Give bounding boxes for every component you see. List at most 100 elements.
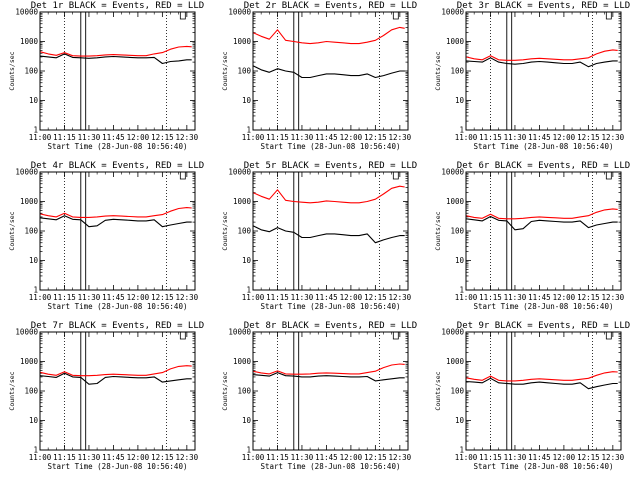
- panel-9: Det 9r BLACK = Events, RED = LLD 1 10 100 10…: [434, 321, 630, 471]
- x-tick-label: 12:15: [151, 133, 174, 142]
- y-tick-label: 10: [242, 96, 252, 105]
- y-axis-label: Counts/sec: [434, 51, 442, 90]
- y-tick-label: 100: [450, 67, 464, 76]
- series-lld-line: [252, 363, 405, 375]
- panel-6: Det 6r BLACK = Events, RED = LLD 1 10 100 10…: [434, 161, 630, 311]
- panel-title: Det 3r BLACK = Events, RED = LLD: [457, 1, 630, 11]
- marker-slab: [506, 331, 513, 451]
- plot-frame: [252, 171, 409, 291]
- panel-3: Det 3r BLACK = Events, RED = LLD 1 10 100 10…: [434, 1, 630, 151]
- x-tick-label: 11:30: [78, 453, 101, 462]
- y-axis-label: Counts/sec: [8, 51, 16, 90]
- x-tick-label: 12:15: [577, 133, 600, 142]
- y-axis-label: Counts/sec: [221, 211, 229, 250]
- x-tick-label: 12:15: [364, 293, 387, 302]
- y-axis-label: Counts/sec: [221, 51, 229, 90]
- x-tick-label: 12:00: [340, 293, 363, 302]
- x-axis-label: Start Time (28-Jun-08 10:56:40): [474, 142, 614, 151]
- x-axis-label: Start Time (28-Jun-08 10:56:40): [48, 302, 188, 311]
- plot-frame: [39, 171, 196, 291]
- marker-slab: [506, 11, 513, 131]
- series-lld-line: [465, 208, 618, 220]
- y-tick-label: 100: [24, 67, 38, 76]
- x-tick-label: 12:15: [151, 293, 174, 302]
- x-tick-label: 11:45: [315, 133, 338, 142]
- x-tick-label: 11:45: [528, 293, 551, 302]
- x-tick-label: 12:30: [176, 453, 199, 462]
- x-axis-label: Start Time (28-Jun-08 10:56:40): [48, 142, 188, 151]
- y-tick-label: 1000: [446, 37, 465, 46]
- x-tick-label: 12:15: [364, 133, 387, 142]
- series-events-line: [252, 372, 405, 382]
- y-tick-label: 10: [455, 96, 465, 105]
- y-tick-label: 10000: [228, 328, 251, 337]
- x-tick-label: 12:30: [389, 293, 412, 302]
- x-tick-label: 12:00: [340, 133, 363, 142]
- y-axis-label: Counts/sec: [221, 371, 229, 410]
- panel-1: Det 1r BLACK = Events, RED = LLD 1 10 100 10…: [8, 1, 204, 151]
- y-axis-label: Counts/sec: [434, 371, 442, 410]
- x-tick-label: 11:45: [315, 453, 338, 462]
- x-tick-label: 11:15: [53, 133, 76, 142]
- panel-2: Det 2r BLACK = Events, RED = LLD 1 10 100 10…: [221, 1, 417, 151]
- panel-title: Det 7r BLACK = Events, RED = LLD: [31, 321, 204, 331]
- y-tick-label: 10: [242, 416, 252, 425]
- series-events-line: [465, 57, 618, 68]
- y-tick-label: 1: [459, 286, 464, 295]
- series-events-line: [252, 65, 405, 79]
- y-tick-label: 1000: [233, 37, 252, 46]
- x-tick-label: 11:15: [266, 133, 289, 142]
- x-tick-label: 11:00: [29, 133, 52, 142]
- x-tick-label: 12:15: [151, 453, 174, 462]
- x-tick-label: 11:00: [455, 133, 478, 142]
- x-tick-label: 11:00: [29, 453, 52, 462]
- y-tick-label: 100: [237, 387, 251, 396]
- y-tick-label: 10: [455, 416, 465, 425]
- x-tick-label: 12:30: [602, 293, 625, 302]
- x-axis-label: Start Time (28-Jun-08 10:56:40): [261, 142, 401, 151]
- y-tick-label: 1: [33, 286, 38, 295]
- y-tick-label: 1: [33, 126, 38, 135]
- x-tick-label: 11:15: [266, 453, 289, 462]
- y-tick-label: 1: [33, 446, 38, 455]
- x-tick-label: 11:15: [266, 293, 289, 302]
- plot-frame: [39, 11, 196, 131]
- marker-flag: [179, 172, 186, 180]
- x-tick-label: 11:00: [242, 133, 265, 142]
- y-tick-label: 10000: [15, 8, 38, 17]
- x-tick-label: 12:00: [553, 453, 576, 462]
- series-lld-line: [39, 207, 192, 218]
- series-events-line: [465, 215, 618, 231]
- y-tick-label: 1000: [20, 357, 39, 366]
- x-tick-label: 12:30: [176, 293, 199, 302]
- y-axis-label: Counts/sec: [8, 371, 16, 410]
- y-axis-label: Counts/sec: [8, 211, 16, 250]
- marker-slab: [80, 171, 87, 291]
- plot-frame: [39, 331, 196, 451]
- y-tick-label: 10000: [228, 8, 251, 17]
- marker-slab: [506, 171, 513, 291]
- x-axis-label: Start Time (28-Jun-08 10:56:40): [474, 302, 614, 311]
- y-tick-label: 1000: [446, 197, 465, 206]
- x-axis-label: Start Time (28-Jun-08 10:56:40): [48, 462, 188, 471]
- plot-frame: [465, 11, 622, 131]
- x-axis-label: Start Time (28-Jun-08 10:56:40): [261, 462, 401, 471]
- x-tick-label: 12:00: [127, 133, 150, 142]
- marker-slab: [80, 11, 87, 131]
- x-tick-label: 11:00: [455, 453, 478, 462]
- series-lld-line: [465, 49, 618, 61]
- marker-slab: [293, 11, 300, 131]
- panel-7: Det 7r BLACK = Events, RED = LLD 1 10 100 10…: [8, 321, 204, 471]
- x-tick-label: 11:00: [29, 293, 52, 302]
- x-tick-label: 12:00: [340, 453, 363, 462]
- x-tick-label: 11:45: [528, 453, 551, 462]
- panel-title: Det 2r BLACK = Events, RED = LLD: [244, 1, 417, 11]
- x-axis-label: Start Time (28-Jun-08 10:56:40): [261, 302, 401, 311]
- series-lld-line: [252, 185, 405, 204]
- x-tick-label: 12:15: [577, 293, 600, 302]
- x-tick-label: 11:45: [102, 293, 125, 302]
- x-tick-label: 11:15: [479, 293, 502, 302]
- x-tick-label: 11:45: [315, 293, 338, 302]
- marker-flag: [179, 332, 186, 340]
